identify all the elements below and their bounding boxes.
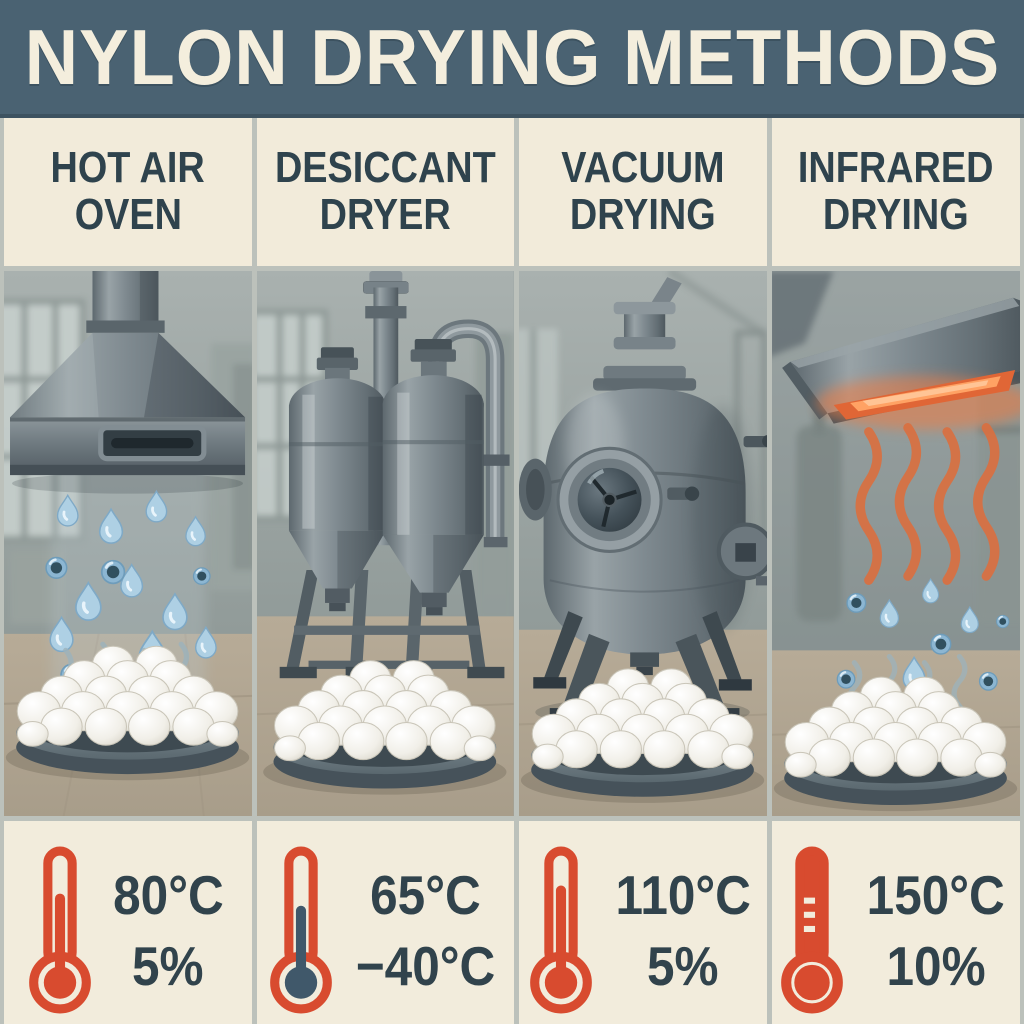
- column-title-line: DRYING: [569, 190, 716, 239]
- thermometer-icon: [28, 846, 91, 1014]
- thermometer-icon: [529, 846, 592, 1014]
- porthole-window: [556, 446, 663, 553]
- temperature-value: 110°C: [615, 863, 751, 926]
- thermometer-icon: [270, 846, 332, 1014]
- thermometer-icon: [781, 846, 844, 1014]
- column-title-line: DRYING: [823, 190, 969, 239]
- column-title-line: OVEN: [74, 190, 182, 239]
- column-title-line: DRYER: [319, 190, 451, 239]
- column-header-desiccant-dryer: DESICCANT DRYER: [257, 118, 514, 266]
- desiccant-dryer-illustration: [257, 271, 514, 817]
- title-band: NYLON DRYING METHODS: [0, 0, 1024, 118]
- moisture-value: 5%: [647, 934, 719, 997]
- temperature-value: 80°C: [112, 863, 224, 926]
- column-title-line: HOT AIR: [50, 143, 206, 193]
- dew-point-value: −40°C: [355, 934, 496, 997]
- moisture-value: 5%: [132, 934, 204, 997]
- column-header-hot-air-oven: HOT AIR OVEN: [4, 118, 253, 266]
- column-header-infrared-drying: INFRARED DRYING: [771, 118, 1020, 266]
- content-grid: HOT AIR OVEN DESICCANT DRYER VACUUM DRYI…: [0, 118, 1024, 1024]
- temperature-value: 150°C: [866, 863, 1006, 926]
- exhaust-hood: [10, 271, 246, 494]
- stats-vacuum-drying: 110°C 5%: [518, 821, 767, 1024]
- moisture-value: 10%: [886, 934, 986, 997]
- infrared-heater: [782, 297, 1020, 430]
- desiccant-dryer-machine: [279, 271, 510, 681]
- side-handle: [743, 435, 767, 448]
- right-desiccant-tower: [382, 339, 484, 616]
- column-title-line: VACUUM: [561, 143, 725, 193]
- vacuum-drying-illustration: [518, 271, 767, 817]
- column-title-line: INFRARED: [798, 143, 994, 193]
- column-title-line: DESICCANT: [275, 143, 496, 193]
- stats-desiccant-dryer: 65°C −40°C: [257, 821, 514, 1024]
- left-desiccant-tower: [289, 347, 386, 612]
- stats-infrared-drying: 150°C 10%: [771, 821, 1020, 1024]
- infrared-drying-illustration: [771, 271, 1020, 817]
- hot-air-oven-illustration: [4, 271, 253, 817]
- valve-fitting: [667, 487, 690, 500]
- column-header-vacuum-drying: VACUUM DRYING: [518, 118, 767, 266]
- poster-title: NYLON DRYING METHODS: [24, 12, 1000, 101]
- temperature-value: 65°C: [370, 863, 481, 926]
- stats-hot-air-oven: 80°C 5%: [4, 821, 253, 1024]
